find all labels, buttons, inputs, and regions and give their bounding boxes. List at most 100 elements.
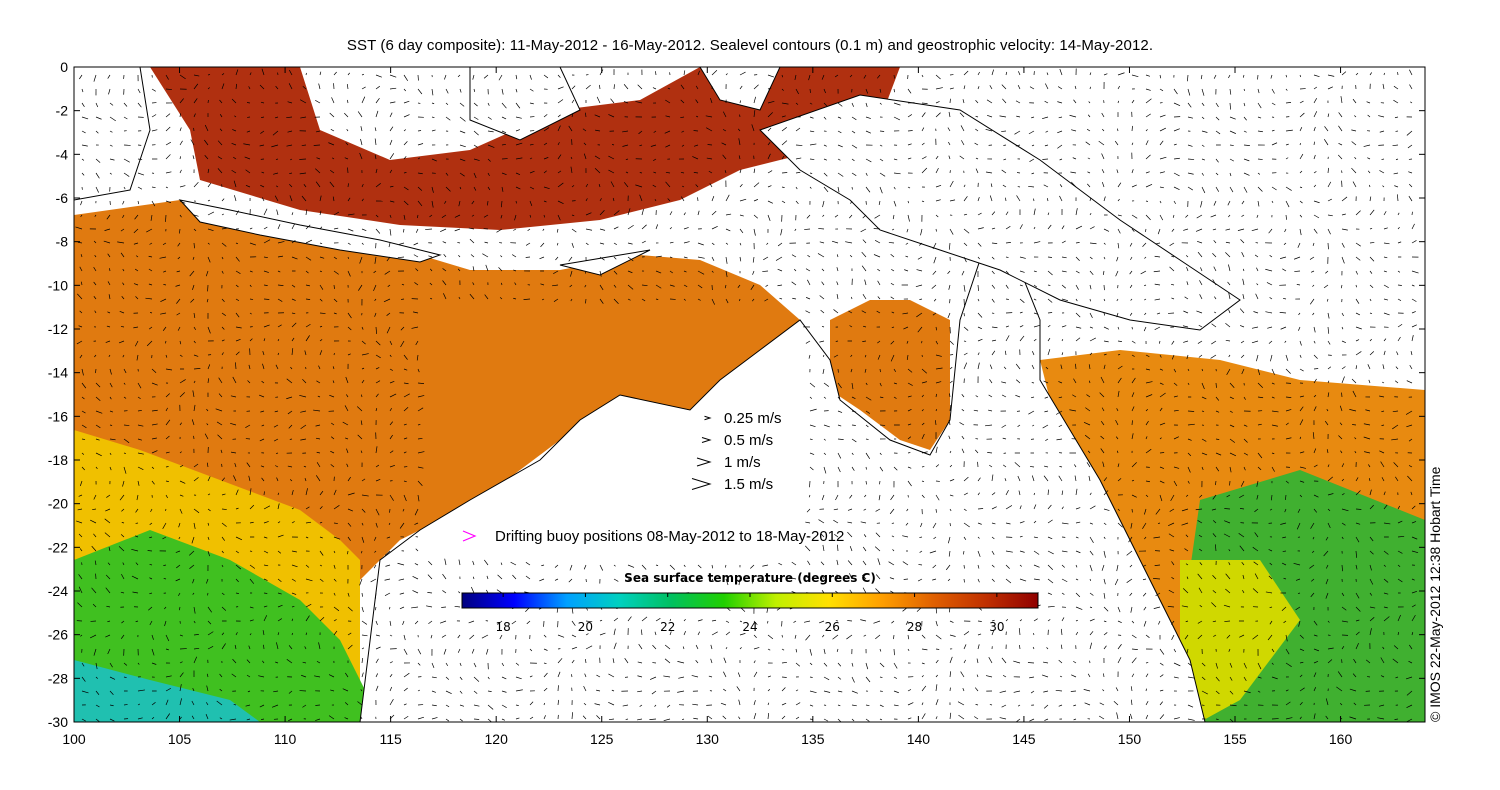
velocity-vector: [1033, 241, 1041, 244]
velocity-vector: [261, 477, 265, 482]
velocity-vector: [500, 255, 503, 258]
velocity-vector: [1327, 380, 1330, 384]
velocity-vector: [389, 354, 392, 358]
velocity-vector: [120, 326, 125, 328]
velocity-vector: [81, 172, 85, 176]
velocity-vector: [1017, 475, 1021, 482]
velocity-vector: [851, 704, 857, 707]
velocity-vector: [288, 690, 293, 694]
velocity-vector: [1013, 690, 1021, 693]
velocity-vector: [991, 506, 997, 510]
velocity-vector: [1215, 130, 1221, 135]
velocity-vector: [388, 522, 391, 525]
velocity-vector: [1257, 88, 1260, 94]
velocity-vector: [1212, 533, 1217, 538]
velocity-vector: [1339, 422, 1343, 426]
velocity-vector: [1251, 326, 1259, 329]
velocity-vector: [1045, 130, 1049, 133]
velocity-vector: [333, 505, 340, 510]
velocity-vector: [1131, 699, 1133, 706]
velocity-vector: [1355, 242, 1361, 247]
velocity-vector: [374, 298, 377, 302]
velocity-vector: [249, 227, 253, 230]
velocity-vector: [497, 574, 503, 580]
velocity-vector: [207, 242, 210, 245]
velocity-vector: [915, 284, 923, 288]
velocity-vector: [1299, 634, 1304, 639]
velocity-vector: [781, 127, 787, 132]
velocity-vector: [1393, 645, 1399, 650]
velocity-vector: [291, 592, 297, 595]
velocity-vector: [328, 715, 335, 720]
velocity-vector: [217, 156, 223, 160]
velocity-vector: [1070, 181, 1077, 188]
velocity-vector: [893, 172, 901, 175]
y-tick-label: -26: [48, 627, 68, 643]
velocity-vector: [1005, 211, 1009, 216]
velocity-vector: [151, 114, 157, 118]
velocity-vector: [725, 213, 732, 216]
velocity-vector: [764, 578, 769, 583]
velocity-vector: [1005, 490, 1009, 496]
velocity-vector: [301, 674, 307, 678]
velocity-vector: [1145, 184, 1153, 188]
velocity-vector: [571, 214, 575, 217]
velocity-vector: [1393, 99, 1399, 104]
velocity-vector: [1143, 326, 1147, 332]
velocity-vector: [608, 114, 615, 118]
velocity-vector: [1131, 673, 1135, 678]
velocity-vector: [608, 673, 615, 678]
velocity-vector: [137, 480, 140, 486]
velocity-vector: [149, 577, 153, 580]
velocity-vector: [1411, 632, 1414, 636]
velocity-vector: [80, 634, 83, 637]
velocity-vector: [1243, 172, 1250, 176]
velocity-vector: [261, 380, 265, 384]
velocity-vector: [189, 270, 195, 277]
velocity-vector: [737, 128, 741, 132]
velocity-vector: [1015, 718, 1021, 722]
velocity-vector: [752, 270, 755, 275]
velocity-vector: [1299, 674, 1303, 678]
velocity-vector: [193, 477, 199, 482]
x-axis: 100 105 110 115 120 125 130 135 140 145 150 155 160: [62, 67, 1352, 747]
velocity-vector: [261, 116, 265, 118]
velocity-vector: [305, 224, 311, 230]
velocity-vector: [529, 675, 533, 678]
velocity-vector: [1173, 88, 1178, 95]
velocity-vector: [849, 254, 853, 258]
velocity-vector: [1047, 489, 1049, 496]
velocity-vector: [249, 338, 253, 342]
velocity-vector: [1100, 376, 1105, 384]
velocity-vector: [851, 296, 853, 300]
velocity-vector: [1173, 143, 1177, 146]
velocity-vector: [288, 718, 293, 722]
velocity-vector: [1369, 256, 1375, 262]
velocity-vector: [1369, 312, 1373, 314]
velocity-vector: [389, 368, 393, 371]
velocity-vector: [399, 592, 405, 595]
velocity-vector: [95, 676, 98, 679]
velocity-vector: [1187, 410, 1195, 412]
velocity-vector: [1073, 704, 1077, 707]
velocity-vector: [417, 382, 425, 384]
velocity-vector: [389, 214, 392, 218]
velocity-vector: [305, 506, 310, 510]
velocity-vector: [347, 197, 351, 202]
velocity-vector: [862, 239, 867, 244]
velocity-vector: [415, 548, 419, 552]
y-tick-label: -28: [48, 670, 68, 686]
velocity-vector: [683, 284, 688, 288]
velocity-vector: [403, 156, 407, 160]
velocity-vector: [105, 340, 111, 343]
velocity-vector: [360, 450, 363, 454]
velocity-vector: [259, 84, 265, 90]
velocity-vector: [851, 438, 857, 443]
velocity-vector: [977, 550, 981, 557]
velocity-vector: [599, 284, 604, 291]
velocity-vector: [501, 172, 507, 176]
velocity-vector: [596, 674, 601, 678]
velocity-vector: [1184, 296, 1189, 300]
velocity-vector: [949, 228, 954, 235]
velocity-vector: [777, 242, 783, 247]
